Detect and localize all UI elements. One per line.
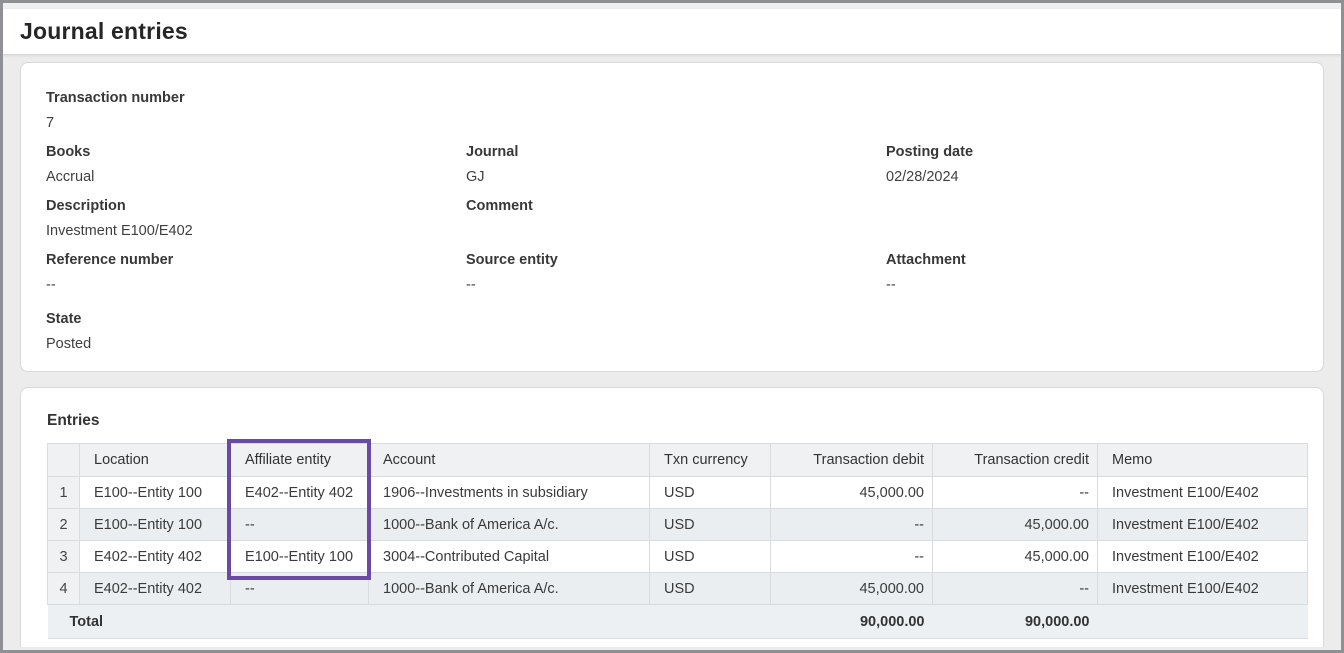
- field-journal: Journal GJ: [466, 142, 886, 187]
- row-number: 3: [47, 540, 80, 573]
- cell-transaction-credit: 45,000.00: [932, 508, 1098, 541]
- transaction-details-grid: Transaction number 7 Books Accrual Journ…: [46, 88, 1298, 354]
- cell-memo: Investment E100/E402: [1097, 572, 1308, 605]
- field-value: --: [46, 277, 56, 293]
- total-transaction-debit: 90,000.00: [770, 604, 933, 639]
- field-label: Transaction number: [46, 90, 185, 106]
- cell-transaction-credit: --: [932, 476, 1098, 509]
- entries-heading: Entries: [47, 412, 100, 429]
- cell-affiliate-entity: --: [230, 508, 369, 541]
- entries-panel: Entries Location Affiliate entity Accoun…: [20, 387, 1324, 647]
- cell-location: E100--Entity 100: [79, 508, 231, 541]
- cell-transaction-debit: --: [770, 508, 933, 541]
- field-value: GJ: [466, 169, 485, 185]
- cell-affiliate-entity: E402--Entity 402: [230, 476, 369, 509]
- table-header-row: Location Affiliate entity Account Txn cu…: [47, 443, 1308, 477]
- cell-txn-currency: USD: [649, 476, 771, 509]
- table-row: 4 E402--Entity 402 -- 1000--Bank of Amer…: [47, 572, 1308, 605]
- table-row: 3 E402--Entity 402 E100--Entity 100 3004…: [47, 540, 1308, 573]
- column-header-affiliate-entity: Affiliate entity: [230, 443, 369, 477]
- transaction-details-panel: Transaction number 7 Books Accrual Journ…: [20, 62, 1324, 372]
- total-transaction-credit: 90,000.00: [932, 604, 1098, 639]
- field-label: Description: [46, 198, 126, 214]
- field-label: Reference number: [46, 252, 174, 268]
- cell-transaction-debit: 45,000.00: [770, 572, 933, 605]
- field-label: Source entity: [466, 252, 558, 268]
- column-header-memo: Memo: [1097, 443, 1308, 477]
- cell-affiliate-entity: --: [230, 572, 369, 605]
- field-reference-number: Reference number --: [46, 250, 466, 295]
- cell-transaction-credit: 45,000.00: [932, 540, 1098, 573]
- field-books: Books Accrual: [46, 142, 466, 187]
- field-value: Accrual: [46, 169, 95, 185]
- cell-account: 1000--Bank of America A/c.: [368, 572, 650, 605]
- cell-account: 1906--Investments in subsidiary: [368, 476, 650, 509]
- page-title: Journal entries: [20, 18, 188, 44]
- field-value: --: [466, 277, 476, 293]
- cell-txn-currency: USD: [649, 572, 771, 605]
- field-value: 7: [46, 115, 55, 131]
- field-label: Journal: [466, 144, 519, 160]
- row-number: 2: [47, 508, 80, 541]
- cell-txn-currency: USD: [649, 508, 771, 541]
- column-header-txn-currency: Txn currency: [649, 443, 771, 477]
- column-header-transaction-debit: Transaction debit: [770, 443, 933, 477]
- field-value: Investment E100/E402: [46, 223, 193, 239]
- cell-account: 1000--Bank of America A/c.: [368, 508, 650, 541]
- cell-memo: Investment E100/E402: [1097, 540, 1308, 573]
- cell-location: E402--Entity 402: [79, 540, 231, 573]
- field-label: Posting date: [886, 144, 974, 160]
- column-header-transaction-credit: Transaction credit: [932, 443, 1098, 477]
- field-label: Comment: [466, 198, 533, 214]
- table-row: 1 E100--Entity 100 E402--Entity 402 1906…: [47, 476, 1308, 509]
- row-number: 4: [47, 572, 80, 605]
- top-strip: [3, 3, 1341, 9]
- field-value: 02/28/2024: [886, 169, 959, 185]
- cell-memo: Investment E100/E402: [1097, 476, 1308, 509]
- cell-transaction-debit: 45,000.00: [770, 476, 933, 509]
- field-state: State Posted: [46, 309, 466, 354]
- table-total-row: Total 90,000.00 90,000.00: [47, 604, 1308, 639]
- cell-memo: Investment E100/E402: [1097, 508, 1308, 541]
- field-posting-date: Posting date 02/28/2024: [886, 142, 1298, 187]
- field-label: Attachment: [886, 252, 966, 268]
- cell-affiliate-entity: E100--Entity 100: [230, 540, 369, 573]
- total-memo-blank: [1097, 604, 1308, 639]
- cell-location: E100--Entity 100: [79, 476, 231, 509]
- page-header: Journal entries: [3, 9, 1341, 55]
- entries-table: Location Affiliate entity Account Txn cu…: [47, 443, 1308, 639]
- page-content: Transaction number 7 Books Accrual Journ…: [3, 55, 1341, 647]
- field-comment: Comment: [466, 196, 886, 241]
- entries-table-wrap: Location Affiliate entity Account Txn cu…: [47, 439, 1308, 639]
- field-description: Description Investment E100/E402: [46, 196, 466, 241]
- field-attachment: Attachment --: [886, 250, 1298, 295]
- field-value: Posted: [46, 336, 92, 352]
- cell-transaction-debit: --: [770, 540, 933, 573]
- field-value: --: [886, 277, 896, 293]
- column-header-row-number: [47, 443, 80, 477]
- row-number: 1: [47, 476, 80, 509]
- total-label: Total: [47, 604, 771, 639]
- cell-location: E402--Entity 402: [79, 572, 231, 605]
- field-transaction-number: Transaction number 7: [46, 88, 466, 133]
- field-label: Books: [46, 144, 91, 160]
- column-header-location: Location: [79, 443, 231, 477]
- field-source-entity: Source entity --: [466, 250, 886, 295]
- cell-account: 3004--Contributed Capital: [368, 540, 650, 573]
- cell-transaction-credit: --: [932, 572, 1098, 605]
- cell-txn-currency: USD: [649, 540, 771, 573]
- field-value: [466, 221, 886, 241]
- field-label: State: [46, 311, 82, 327]
- table-row: 2 E100--Entity 100 -- 1000--Bank of Amer…: [47, 508, 1308, 541]
- column-header-account: Account: [368, 443, 650, 477]
